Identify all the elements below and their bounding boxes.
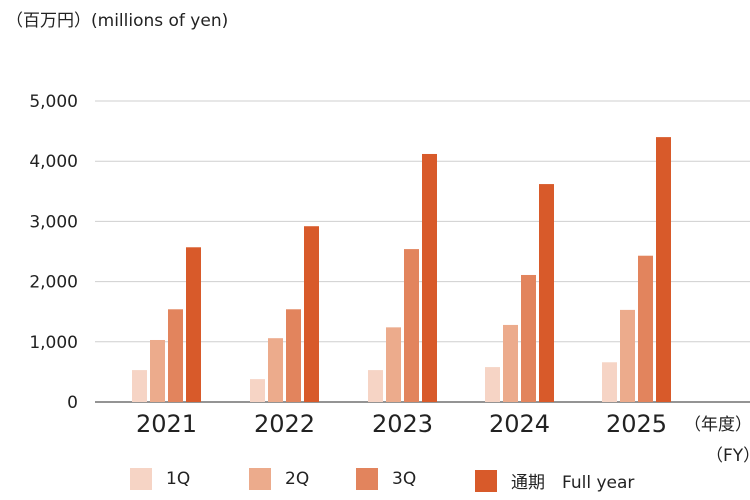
y-tick-label: 2,000 <box>29 273 78 293</box>
x-tick-label: 2024 <box>489 410 550 438</box>
bar-2021-1q <box>132 370 147 402</box>
y-tick-labels: 0 1,000 2,000 3,000 4,000 5,000 <box>29 92 78 413</box>
y-tick-label: 1,000 <box>29 333 78 353</box>
bar-2025-3q <box>638 255 653 402</box>
legend-swatch-full-year <box>475 469 497 492</box>
legend-label-full-year: 通期 Full year <box>511 473 635 493</box>
bar-2021-3q <box>168 309 183 402</box>
bar-2025-full-year <box>656 137 671 402</box>
y-tick-label: 5,000 <box>29 92 78 112</box>
bar-2023-3q <box>404 249 419 402</box>
bar-2022-1q <box>250 379 265 402</box>
legend-swatch-2q <box>249 468 271 490</box>
bar-2023-1q <box>368 370 383 402</box>
y-unit-label: （百万円）(millions of yen) <box>6 11 229 31</box>
bar-2024-2q <box>503 324 518 402</box>
x-tick-label: 2023 <box>372 410 433 438</box>
legend-item-full-year: 通期 Full year <box>475 468 634 493</box>
bar-2024-full-year <box>539 184 554 402</box>
legend-swatch-1q <box>130 468 152 490</box>
y-tick-label: 0 <box>67 393 78 413</box>
x-unit-en: （FY） <box>706 446 750 466</box>
x-unit-jp: （年度） <box>684 415 750 435</box>
bar-2024-1q <box>485 367 500 402</box>
bar-2024-3q <box>521 274 536 402</box>
x-tick-labels: 2021 2022 2023 2024 2025 <box>136 410 667 438</box>
bar-2021-full-year <box>186 247 201 402</box>
bar-2021-2q <box>150 339 165 402</box>
bar-2022-full-year <box>304 226 319 402</box>
bars <box>132 137 671 402</box>
y-tick-label: 4,000 <box>29 152 78 172</box>
bar-2025-1q <box>602 362 617 402</box>
bar-2023-2q <box>386 327 401 402</box>
legend-label-3q: 3Q <box>392 469 417 489</box>
legend-item-2q: 2Q <box>249 468 309 490</box>
bar-2023-full-year <box>422 153 437 402</box>
x-tick-label: 2025 <box>606 410 667 438</box>
bar-2022-3q <box>286 309 301 402</box>
x-tick-label: 2021 <box>136 410 197 438</box>
legend-item-1q: 1Q <box>130 468 190 490</box>
legend-item-3q: 3Q <box>356 468 416 490</box>
y-tick-label: 3,000 <box>29 212 78 232</box>
x-tick-label: 2022 <box>254 410 315 438</box>
legend-swatch-3q <box>356 468 378 490</box>
legend-label-2q: 2Q <box>285 469 310 489</box>
legend: 1Q 2Q 3Q 通期 Full year <box>0 468 750 494</box>
bar-2025-2q <box>620 309 635 402</box>
legend-label-1q: 1Q <box>166 469 191 489</box>
bar-2022-2q <box>268 338 283 402</box>
